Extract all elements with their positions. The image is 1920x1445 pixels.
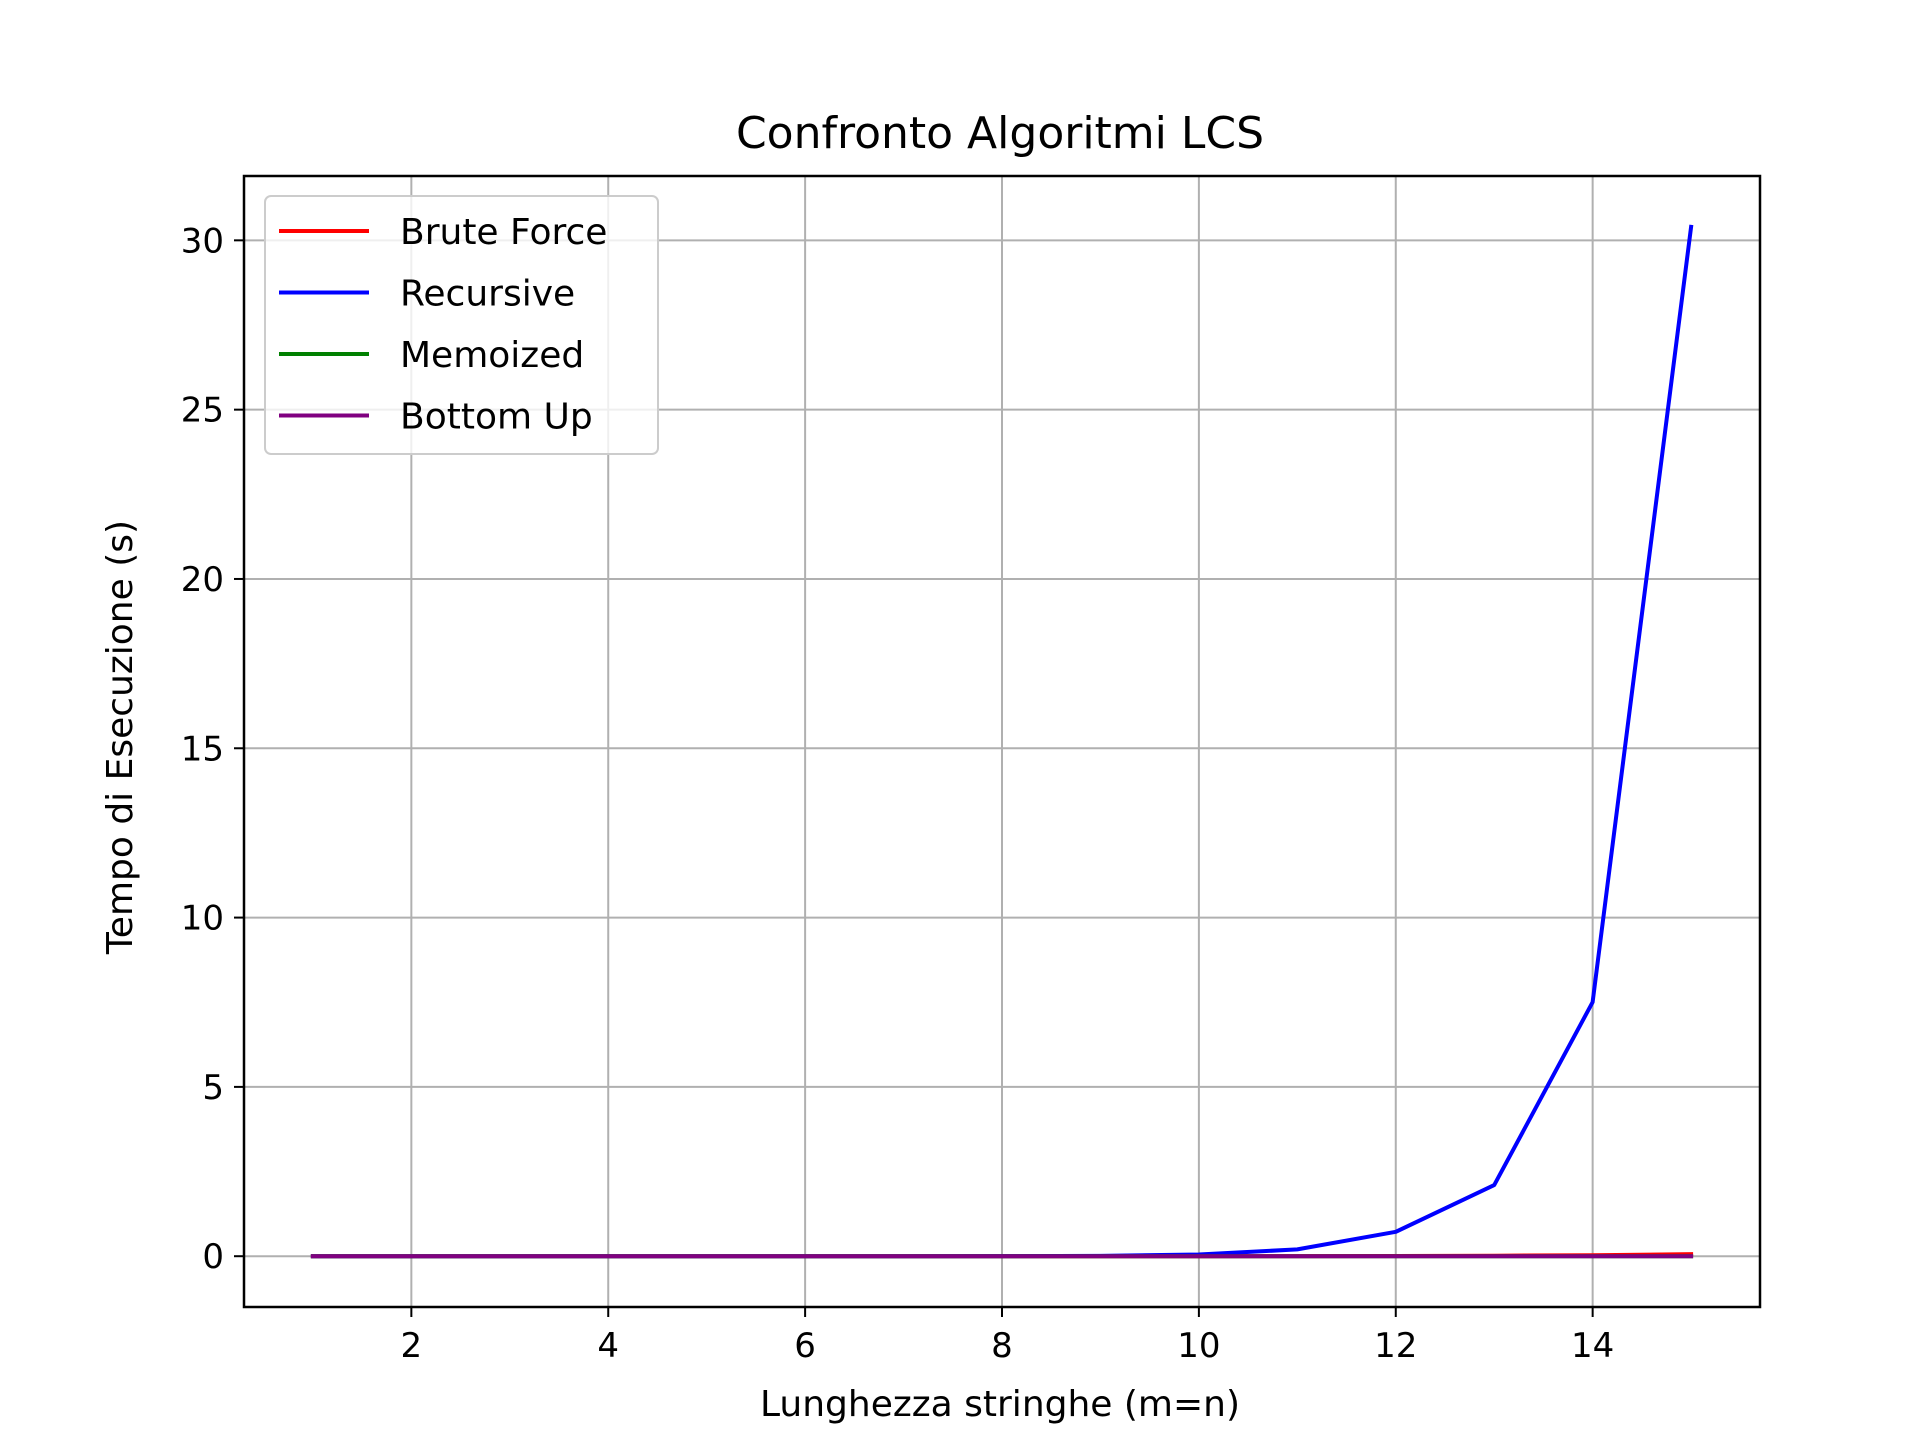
x-axis-label: Lunghezza stringhe (m=n) — [760, 1384, 1240, 1425]
x-tick-label: 8 — [991, 1326, 1013, 1366]
y-tick-label: 25 — [181, 391, 224, 431]
legend-label: Recursive — [400, 274, 575, 315]
legend-label: Bottom Up — [400, 397, 593, 438]
legend: Brute Force Recursive Memoized Bottom Up — [264, 195, 659, 455]
legend-label: Memoized — [400, 335, 584, 376]
y-tick-label: 20 — [181, 560, 224, 600]
y-tick-label: 5 — [202, 1068, 224, 1108]
x-tick-label: 12 — [1374, 1326, 1417, 1366]
axis-ticks: 2 4 6 8 10 12 14 0 5 10 15 20 25 30 — [181, 221, 1615, 1366]
x-tick-label: 4 — [597, 1326, 619, 1366]
y-tick-label: 15 — [181, 729, 224, 769]
y-tick-label: 10 — [181, 899, 224, 939]
y-tick-label: 0 — [202, 1237, 224, 1277]
y-axis-label: Tempo di Esecuzione (s) — [100, 520, 141, 955]
y-tick-label: 30 — [181, 221, 224, 261]
x-tick-label: 6 — [794, 1326, 816, 1366]
x-tick-label: 10 — [1177, 1326, 1220, 1366]
x-tick-label: 2 — [401, 1326, 423, 1366]
legend-box — [264, 195, 659, 455]
legend-label: Brute Force — [400, 212, 607, 253]
chart-title: Confronto Algoritmi LCS — [736, 108, 1264, 159]
x-tick-label: 14 — [1571, 1326, 1614, 1366]
series-lines — [310, 224, 1694, 1259]
